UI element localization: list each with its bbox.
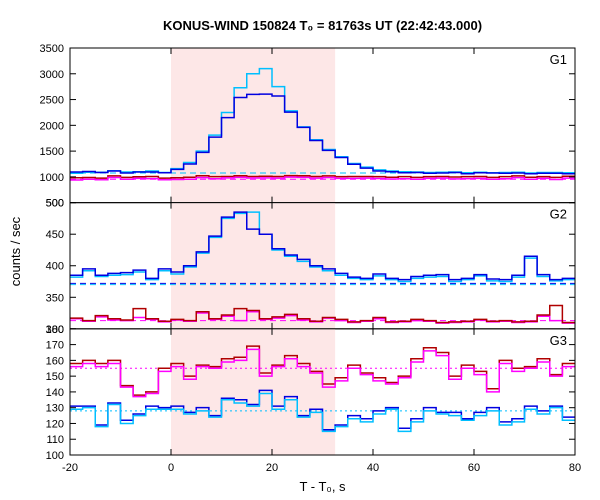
xtick-label: 20	[266, 462, 278, 474]
ytick-label: 120	[46, 418, 64, 430]
panel-label: G1	[550, 52, 567, 67]
ytick-label: 500	[46, 198, 64, 210]
ytick-label: 150	[46, 371, 64, 383]
chart-container: KONUS-WIND 150824 T₀ = 81763s UT (22:42:…	[0, 0, 600, 500]
xtick-label: 40	[367, 462, 379, 474]
x-axis-label: T - T₀, s	[299, 479, 346, 494]
xtick-label: -20	[62, 462, 78, 474]
chart-svg: KONUS-WIND 150824 T₀ = 81763s UT (22:42:…	[0, 0, 600, 500]
ytick-label: 110	[46, 434, 64, 446]
panel-label: G3	[550, 333, 567, 348]
panel-label: G2	[550, 207, 567, 222]
ytick-label: 180	[46, 324, 64, 336]
chart-title: KONUS-WIND 150824 T₀ = 81763s UT (22:42:…	[163, 18, 482, 33]
xtick-label: 0	[168, 462, 174, 474]
ytick-label: 100	[46, 450, 64, 462]
ytick-label: 350	[46, 292, 64, 304]
ytick-label: 130	[46, 403, 64, 415]
ytick-label: 1500	[40, 146, 64, 158]
ytick-label: 160	[46, 355, 64, 367]
xtick-label: 60	[468, 462, 480, 474]
y-axis-label: counts / sec	[8, 216, 23, 286]
ytick-label: 2500	[40, 95, 64, 107]
ytick-label: 450	[46, 229, 64, 241]
ytick-label: 170	[46, 340, 64, 352]
highlight-band	[171, 329, 335, 455]
ytick-label: 400	[46, 261, 64, 273]
ytick-label: 140	[46, 387, 64, 399]
ytick-label: 3500	[40, 43, 64, 55]
xtick-label: 80	[569, 462, 581, 474]
ytick-label: 2000	[40, 120, 64, 132]
ytick-label: 3000	[40, 69, 64, 81]
ytick-label: 1000	[40, 172, 64, 184]
